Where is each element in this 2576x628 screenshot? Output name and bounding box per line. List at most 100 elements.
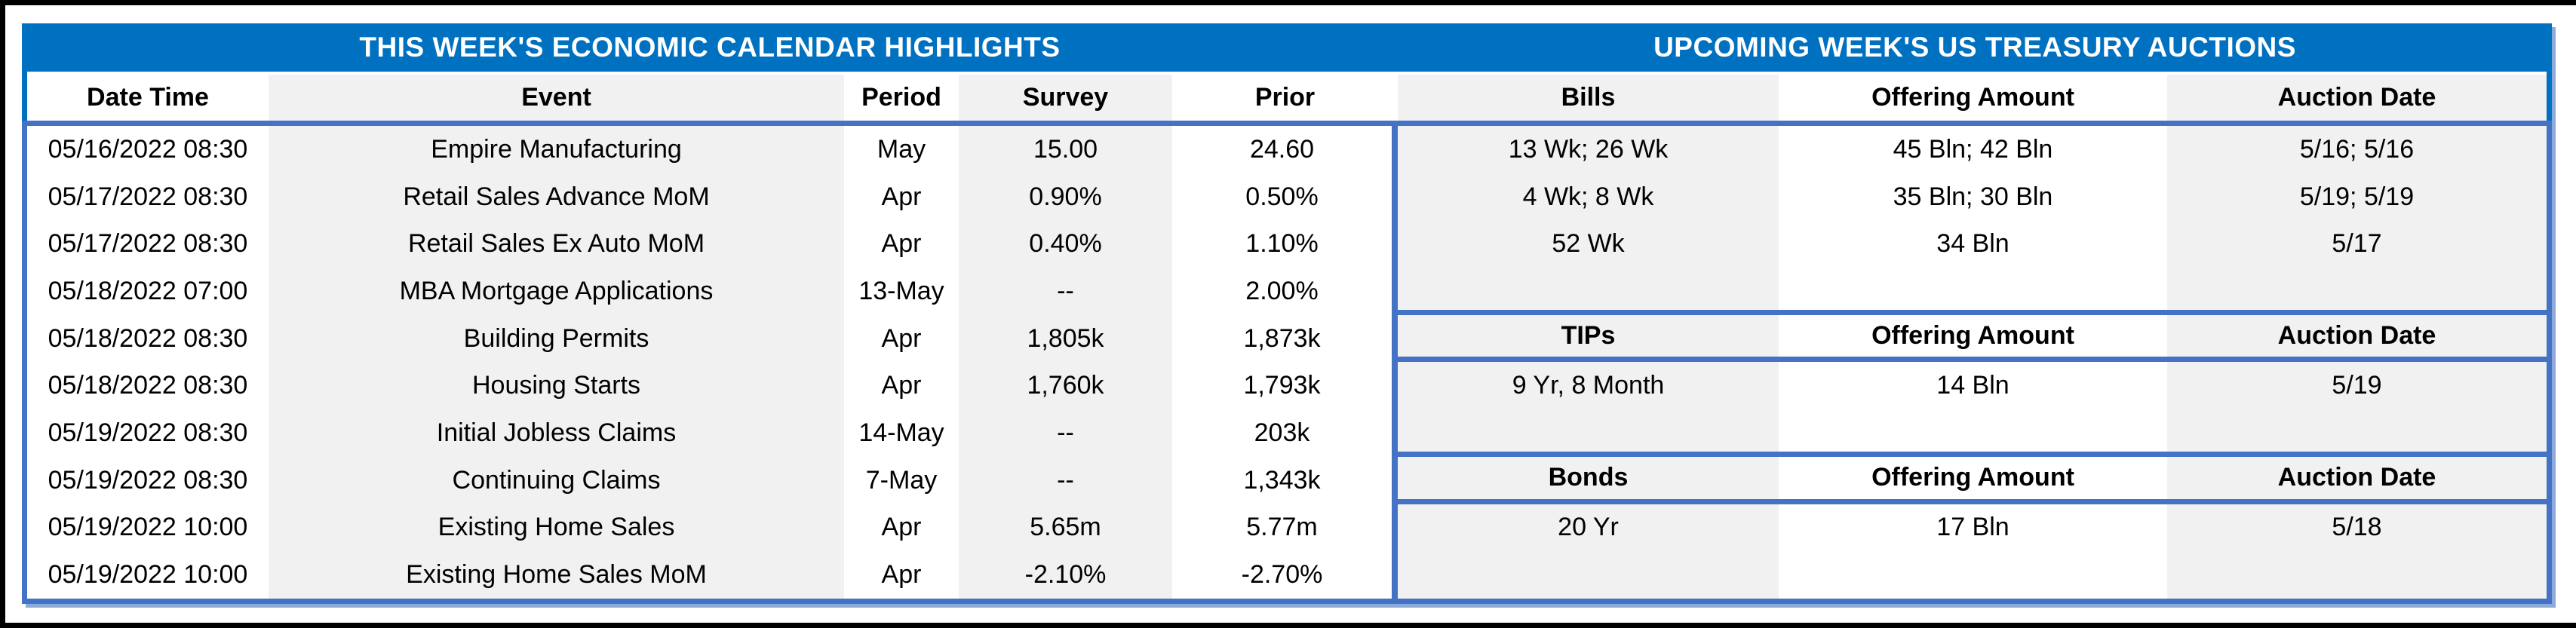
table-cell: MBA Mortgage Applications xyxy=(269,268,844,315)
table-cell: 13 Wk; 26 Wk xyxy=(1398,126,1779,173)
col-header-bonds-auction-date: Auction Date xyxy=(2167,456,2547,499)
empty-cell xyxy=(2167,551,2547,599)
table-cell: Apr xyxy=(881,560,922,590)
table-cell: 45 Bln; 42 Bln xyxy=(1893,134,2053,164)
empty-cell xyxy=(1398,268,1779,310)
col-header-event: Event xyxy=(269,75,844,121)
bonds-empty-row xyxy=(1398,551,2547,599)
table-cell: Apr xyxy=(881,513,922,542)
table-cell: Initial Jobless Claims xyxy=(269,409,844,457)
table-cell: -- xyxy=(959,456,1172,504)
table-cell: 05/17/2022 08:30 xyxy=(48,229,248,259)
calendar-rows-grid: 05/16/2022 08:30 Empire Manufacturing May 1… xyxy=(27,126,1398,599)
table-cell: Continuing Claims xyxy=(269,456,844,504)
table-cell: 17 Bln xyxy=(1936,513,2010,542)
frame-border-bottom xyxy=(0,623,2576,628)
table-cell: 5/16; 5/16 xyxy=(2167,126,2547,173)
table-cell: Building Permits xyxy=(269,314,844,363)
economic-report-table: THIS WEEK'S ECONOMIC CALENDAR HIGHLIGHTS… xyxy=(22,23,2552,604)
empty-cell xyxy=(1398,409,1779,452)
empty-cell xyxy=(2167,268,2547,310)
table-cell: 5.77m xyxy=(1246,513,1318,542)
col-header-period: Period xyxy=(861,83,941,112)
col-header-prior: Prior xyxy=(1254,83,1316,112)
table-cell: 0.90% xyxy=(959,173,1172,221)
table-cell: Apr xyxy=(881,371,922,400)
table-cell: Empire Manufacturing xyxy=(269,126,844,173)
table-cell: Existing Home Sales MoM xyxy=(269,551,844,599)
col-header-bills-offering-amount: Offering Amount xyxy=(1871,83,2074,112)
table-cell: Housing Starts xyxy=(269,362,844,410)
table-cell: 05/19/2022 08:30 xyxy=(48,418,248,447)
table-cell: 4 Wk; 8 Wk xyxy=(1398,173,1779,221)
table-cell: 05/17/2022 08:30 xyxy=(48,182,248,211)
col-header-bonds: Bonds xyxy=(1398,456,1779,499)
table-cell: 05/19/2022 10:00 xyxy=(48,513,248,542)
table-cell: 5/17 xyxy=(2167,220,2547,268)
col-header-bills: Bills xyxy=(1398,75,1779,121)
table-cell: May xyxy=(877,134,926,164)
table-cell: -2.70% xyxy=(1241,560,1323,590)
table-cell: Apr xyxy=(881,229,922,259)
bonds-rows-grid: 20 Yr 17 Bln 5/18 xyxy=(1398,504,2547,552)
table-cell: 1,343k xyxy=(1243,465,1321,495)
table-cell: 203k xyxy=(1254,418,1310,447)
col-header-tips-offering-amount: Offering Amount xyxy=(1871,321,2074,351)
table-cell: 1,805k xyxy=(959,314,1172,363)
table-cell: -- xyxy=(959,268,1172,315)
frame-border-left xyxy=(0,0,5,628)
tips-empty-row xyxy=(1398,409,2547,457)
table-cell: 05/16/2022 08:30 xyxy=(48,134,248,164)
header-divider-line xyxy=(22,121,2552,126)
table-cell: 05/18/2022 07:00 xyxy=(48,276,248,305)
table-cell: 5/19 xyxy=(2167,362,2547,410)
bills-empty-row xyxy=(1398,268,2547,315)
table-cell: 35 Bln; 30 Bln xyxy=(1893,182,2053,211)
table-cell: 05/18/2022 08:30 xyxy=(48,371,248,400)
title-band: THIS WEEK'S ECONOMIC CALENDAR HIGHLIGHTS… xyxy=(22,23,2552,72)
table-cell: 24.60 xyxy=(1249,134,1315,164)
empty-cell xyxy=(2167,409,2547,452)
table-cell: 7-May xyxy=(865,465,938,495)
column-header-row: Date Time Event Period Survey Prior Bill… xyxy=(22,72,2552,121)
table-cell: Retail Sales Advance MoM xyxy=(269,173,844,221)
table-cell: 20 Yr xyxy=(1398,504,1779,552)
calendar-title: THIS WEEK'S ECONOMIC CALENDAR HIGHLIGHTS xyxy=(359,32,1061,63)
col-header-date-time: Date Time xyxy=(87,83,209,112)
table-cell: 05/18/2022 08:30 xyxy=(48,323,248,353)
table-cell: 2.00% xyxy=(1245,276,1319,305)
table-cell: 13-May xyxy=(858,276,944,305)
col-header-tips-auction-date: Auction Date xyxy=(2167,314,2547,357)
treasury-block: 13 Wk; 26 Wk 45 Bln; 42 Bln 5/16; 5/16 4 Wk… xyxy=(1398,126,2547,599)
table-cell: 5.65m xyxy=(959,504,1172,552)
empty-cell xyxy=(1398,551,1779,599)
table-cell: Retail Sales Ex Auto MoM xyxy=(269,220,844,268)
table-cell: 52 Wk xyxy=(1398,220,1779,268)
col-header-bonds-offering-amount: Offering Amount xyxy=(1871,463,2074,492)
bills-rows-grid: 13 Wk; 26 Wk 45 Bln; 42 Bln 5/16; 5/16 4 Wk… xyxy=(1398,126,2547,268)
table-cell: 0.40% xyxy=(959,220,1172,268)
table-cell: 5/19; 5/19 xyxy=(2167,173,2547,221)
table-cell: -2.10% xyxy=(959,551,1172,599)
table-cell: Apr xyxy=(881,323,922,353)
table-cell: 5/18 xyxy=(2167,504,2547,552)
auctions-title: UPCOMING WEEK'S US TREASURY AUCTIONS xyxy=(1653,32,2296,63)
table-cell: Existing Home Sales xyxy=(269,504,844,552)
empty-cell xyxy=(1779,409,2167,452)
empty-cell xyxy=(1779,268,2167,310)
table-bottom-border xyxy=(22,599,2552,604)
table-cell: 05/19/2022 10:00 xyxy=(48,560,248,590)
tips-rows-grid: 9 Yr, 8 Month 14 Bln 5/19 xyxy=(1398,362,2547,410)
table-cell: 15.00 xyxy=(959,126,1172,173)
table-cell: 14 Bln xyxy=(1936,371,2010,400)
empty-cell xyxy=(1779,551,2167,599)
col-header-survey: Survey xyxy=(959,75,1172,121)
table-cell: 1.10% xyxy=(1245,229,1319,259)
table-cell: 14-May xyxy=(858,418,944,447)
table-cell: 0.50% xyxy=(1245,182,1319,211)
table-cell: 1,873k xyxy=(1243,323,1321,353)
table-cell: Apr xyxy=(881,182,922,211)
table-cell: 34 Bln xyxy=(1936,229,2010,259)
frame-border-top xyxy=(0,0,2576,5)
